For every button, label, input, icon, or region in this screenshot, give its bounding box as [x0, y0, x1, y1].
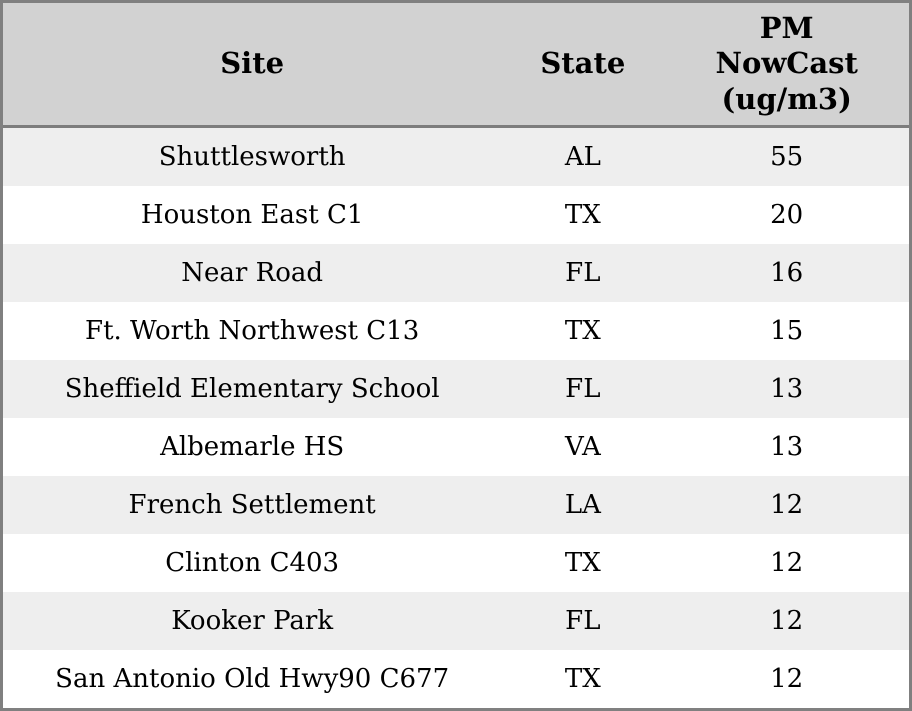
site-cell: San Antonio Old Hwy90 C677 [55, 664, 450, 694]
table-row: Near Road FL 16 [3, 244, 909, 302]
state-cell: LA [564, 490, 601, 520]
site-cell: Shuttlesworth [158, 142, 346, 172]
state-cell: TX [564, 548, 601, 578]
pm-nowcast-cell: 12 [770, 606, 804, 636]
table-body: Shuttlesworth AL 55 Houston East C1 TX 2… [3, 126, 909, 708]
header-row: Site State PM NowCast (ug/m3) [3, 3, 909, 128]
table-header: Site State PM NowCast (ug/m3) [3, 3, 909, 128]
state-cell: VA [564, 432, 601, 462]
state-cell: AL [564, 142, 601, 172]
pm-nowcast-cell: 15 [770, 316, 804, 346]
table-row: Ft. Worth Northwest C13 TX 15 [3, 302, 909, 360]
site-cell: Kooker Park [171, 606, 334, 636]
table-row: Kooker Park FL 12 [3, 592, 909, 650]
pm-nowcast-cell: 13 [770, 432, 804, 462]
table-row: Shuttlesworth AL 55 [3, 126, 909, 186]
table-row: Albemarle HS VA 13 [3, 418, 909, 476]
column-header-state: State [501, 3, 665, 128]
state-cell: TX [564, 316, 601, 346]
pm-nowcast-cell: 55 [770, 142, 804, 172]
pm-nowcast-cell: 13 [770, 374, 804, 404]
site-cell: Houston East C1 [140, 200, 364, 230]
pm-nowcast-cell: 20 [770, 200, 804, 230]
site-cell: Albemarle HS [160, 432, 345, 462]
pm-nowcast-cell: 12 [770, 490, 804, 520]
pm-nowcast-cell: 16 [770, 258, 804, 288]
site-cell: Ft. Worth Northwest C13 [85, 316, 420, 346]
table-row: Clinton C403 TX 12 [3, 534, 909, 592]
table-row: Houston East C1 TX 20 [3, 186, 909, 244]
pm-nowcast-cell: 12 [770, 664, 804, 694]
site-cell: Clinton C403 [165, 548, 340, 578]
state-cell: FL [565, 258, 601, 288]
site-cell: Sheffield Elementary School [64, 374, 440, 404]
table-row: San Antonio Old Hwy90 C677 TX 12 [3, 650, 909, 708]
site-cell: French Settlement [128, 490, 376, 520]
column-header-site: Site [3, 3, 502, 128]
state-cell: FL [565, 606, 601, 636]
pm-nowcast-table: Site State PM NowCast (ug/m3) Shuttleswo… [3, 3, 909, 708]
state-cell: FL [565, 374, 601, 404]
pm-nowcast-cell: 12 [770, 548, 804, 578]
table-row: Sheffield Elementary School FL 13 [3, 360, 909, 418]
site-cell: Near Road [181, 258, 323, 288]
state-cell: TX [564, 200, 601, 230]
table-row: French Settlement LA 12 [3, 476, 909, 534]
column-header-pm-nowcast: PM NowCast (ug/m3) [664, 3, 909, 128]
state-cell: TX [564, 664, 601, 694]
